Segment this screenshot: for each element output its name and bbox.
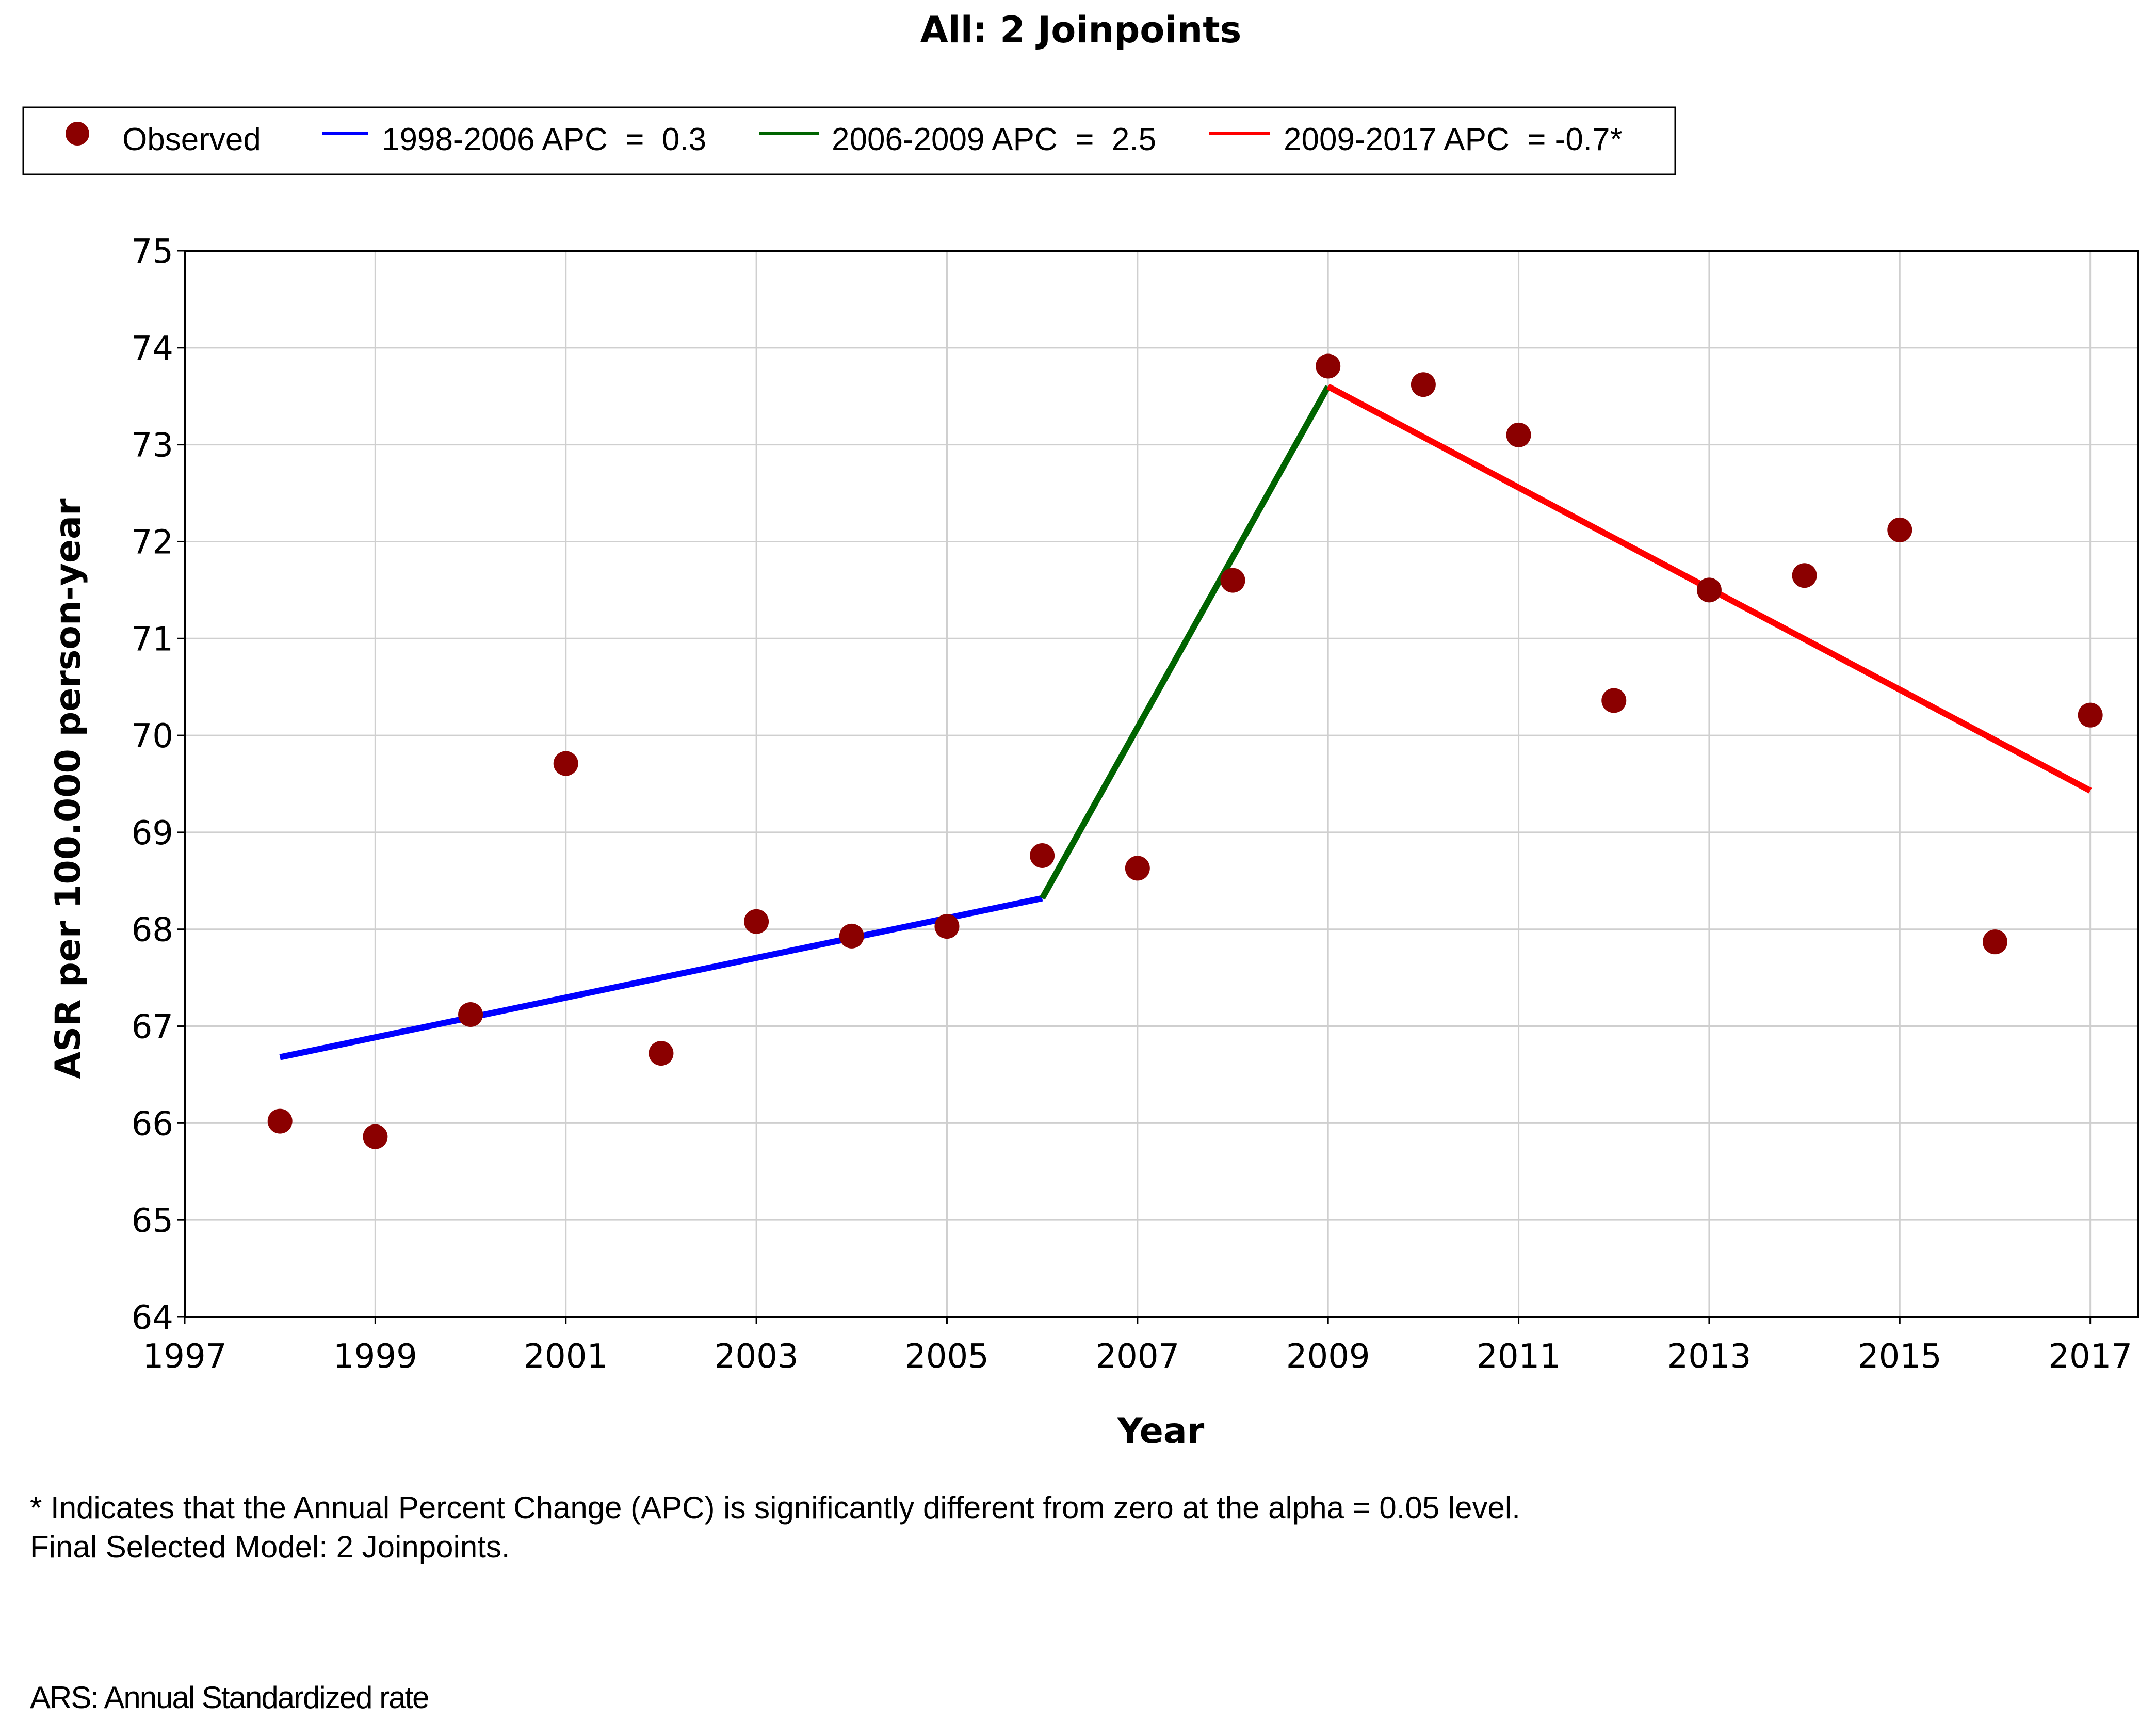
y-axis-title: ASR per 100.000 person-year <box>48 498 89 1079</box>
y-tick-label: 64 <box>132 1299 173 1337</box>
legend-observed-label: Observed <box>122 122 261 157</box>
legend-observed-marker <box>66 122 89 146</box>
fit-segment-1 <box>279 895 1043 1060</box>
y-tick-label: 72 <box>132 523 173 561</box>
footnote-model: Final Selected Model: 2 Joinpoints. <box>30 1530 510 1564</box>
x-tick-label: 2005 <box>905 1338 989 1376</box>
legend-series-2-label: 2006-2009 APC = 2.5 <box>832 122 1156 157</box>
observed-point <box>934 914 960 939</box>
x-tick-label: 2009 <box>1286 1338 1370 1376</box>
x-tick-label: 1999 <box>333 1338 417 1376</box>
x-tick-label: 2001 <box>524 1338 608 1376</box>
observed-point <box>1220 568 1245 593</box>
plot-frame <box>184 250 2139 1318</box>
observed-point <box>267 1108 293 1134</box>
ars-note: ARS: Annual Standardized rate <box>30 1680 430 1715</box>
observed-point <box>1792 563 1817 588</box>
y-axis: 64 65 66 67 68 69 70 71 72 73 74 75 <box>132 233 185 1337</box>
gridlines <box>184 250 2138 1318</box>
observed-point <box>553 751 578 776</box>
legend-frame <box>22 106 1676 175</box>
fit-segment-2 <box>1039 385 1331 900</box>
observed-point <box>1506 422 1531 447</box>
observed-points <box>267 353 2103 1149</box>
x-tick-label: 2011 <box>1477 1338 1561 1376</box>
observed-point <box>839 923 864 949</box>
observed-point <box>1887 517 1912 542</box>
observed-point <box>458 1002 483 1027</box>
x-tick-label: 2015 <box>1858 1338 1942 1376</box>
x-tick-label: 2017 <box>2048 1338 2132 1376</box>
fitted-segments <box>279 383 2092 1060</box>
legend: Observed 1998-2006 APC = 0.3 2006-2009 A… <box>22 106 1676 175</box>
y-tick-label: 74 <box>132 330 173 368</box>
observed-point <box>1601 688 1627 713</box>
x-tick-label: 1997 <box>143 1338 227 1376</box>
y-tick-label: 73 <box>132 427 173 465</box>
observed-point <box>1316 353 1341 379</box>
observed-point <box>744 909 769 934</box>
footnote-significance: * Indicates that the Annual Percent Chan… <box>30 1490 1520 1525</box>
observed-point <box>1696 577 1722 603</box>
x-tick-label: 2003 <box>715 1338 799 1376</box>
y-tick-label: 68 <box>132 911 173 950</box>
legend-series-1-label: 1998-2006 APC = 0.3 <box>382 122 706 157</box>
y-tick-label: 66 <box>132 1105 173 1143</box>
y-tick-label: 69 <box>132 814 173 853</box>
legend-series-3-label: 2009-2017 APC = -0.7* <box>1284 122 1623 157</box>
x-tick-label: 2013 <box>1667 1338 1751 1376</box>
y-tick-label: 71 <box>132 620 173 658</box>
x-axis: 1997 1999 2001 2003 2005 2007 2009 2011 2013 2015… <box>143 1317 2132 1376</box>
y-tick-label: 67 <box>132 1008 173 1047</box>
y-tick-label: 70 <box>132 717 173 756</box>
x-tick-label: 2007 <box>1095 1338 1179 1376</box>
observed-point <box>649 1041 674 1066</box>
x-axis-title: Year <box>1117 1411 1205 1452</box>
observed-point <box>1982 929 2007 955</box>
observed-point <box>1030 843 1055 868</box>
observed-point <box>1411 372 1436 397</box>
observed-point <box>1125 856 1150 881</box>
chart-title: All: 2 Joinpoints <box>920 9 1242 51</box>
observed-point <box>363 1124 388 1149</box>
observed-point <box>2078 702 2103 728</box>
y-tick-label: 75 <box>132 233 173 271</box>
y-tick-label: 65 <box>132 1202 173 1240</box>
